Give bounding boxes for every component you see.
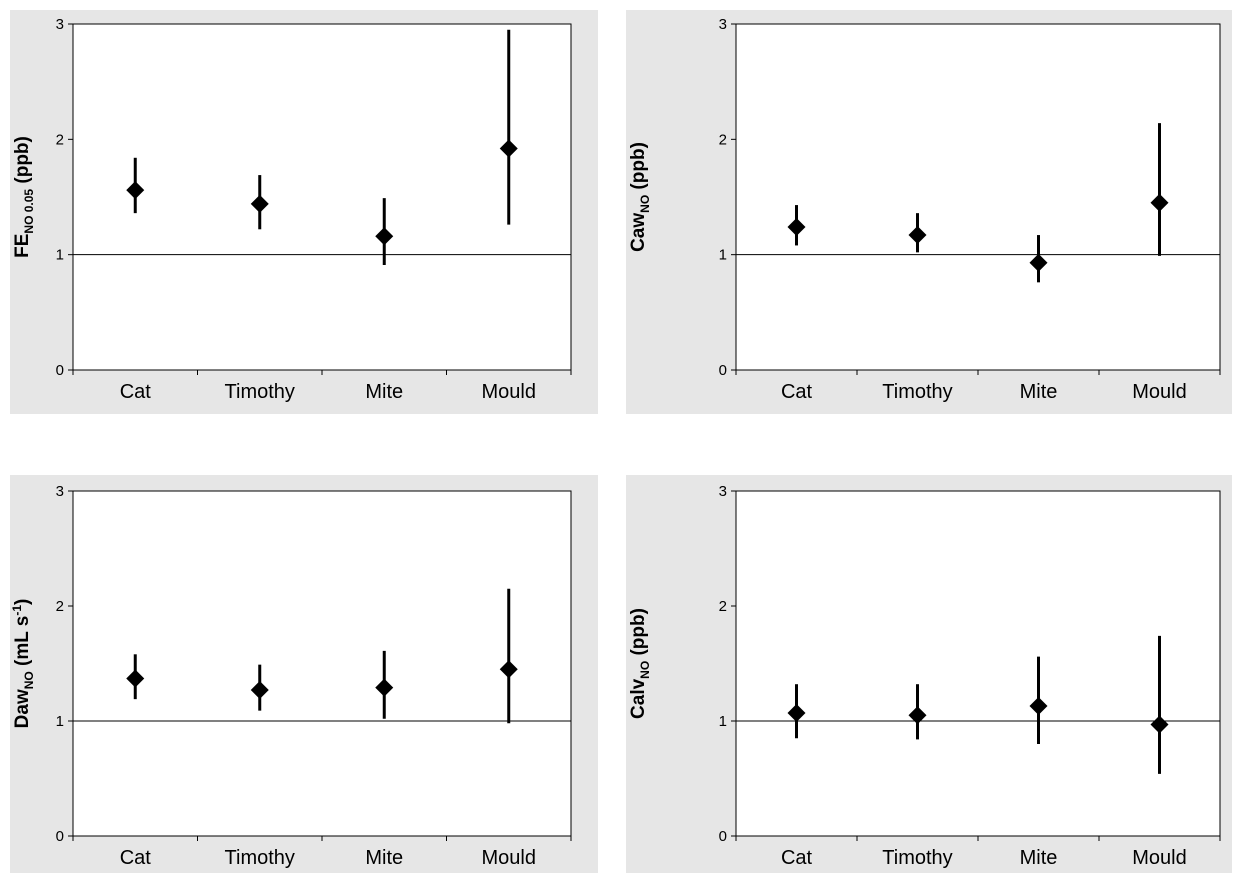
data-point [126,181,145,200]
data-point [1029,697,1048,716]
y-tick-label: 0 [719,828,727,845]
y-tick-label: 1 [56,713,64,730]
x-category-label: Mite [365,847,403,869]
x-category-label: Cat [781,847,813,869]
x-category-label: Cat [120,847,152,869]
chart-panel-daw-no: 0 1 2 3 Cat Timothy Mite Mould DawNO (mL s-1) [10,475,598,873]
data-point [787,217,806,236]
y-tick-label: 1 [719,713,727,730]
y-tick-label: 3 [56,483,64,500]
data-point [499,660,518,679]
y-tick-label: 2 [719,131,727,148]
chart-svg: 0 1 2 3 Cat Timothy Mite Mould CawNO (ppb) [628,16,1221,403]
x-category-label: Mite [1020,847,1058,869]
y-tick-label: 3 [719,483,727,500]
data-point [250,680,269,699]
x-category-label: Timothy [882,381,952,403]
y-tick-label: 0 [56,828,64,845]
data-point [126,669,145,688]
x-category-label: Timothy [225,847,295,869]
data-point [250,194,269,213]
data-point [499,139,518,158]
chart-panel-caw-no: 0 1 2 3 Cat Timothy Mite Mould CawNO (ppb) [626,10,1232,414]
data-point [1150,193,1169,212]
x-category-label: Mite [1020,381,1058,403]
y-axis-label: FENO 0.05 (ppb) [12,136,36,258]
y-tick-label: 3 [56,16,64,33]
y-axis-label: DawNO (mL s-1) [10,599,36,729]
x-category-label: Timothy [882,847,952,869]
x-category-label: Mite [365,381,403,403]
chart-svg: 0 1 2 3 Cat Timothy Mite Mould CalvNO (ppb) [628,483,1221,869]
data-point [787,703,806,722]
y-tick-label: 0 [56,362,64,379]
data-point [908,706,927,725]
x-category-label: Mould [1132,847,1186,869]
data-point [375,678,394,697]
x-category-label: Timothy [225,381,295,403]
y-tick-label: 0 [719,362,727,379]
chart-panel-calv-no: 0 1 2 3 Cat Timothy Mite Mould CalvNO (ppb) [626,475,1232,873]
plot-area [735,23,1221,371]
plot-area [72,490,572,837]
y-tick-label: 2 [56,131,64,148]
x-category-label: Cat [781,381,813,403]
data-point [908,226,927,245]
plot-area [72,23,572,371]
chart-svg: 0 1 2 3 Cat Timothy Mite Mould FENO 0.05 (ppb) [12,16,572,403]
x-category-label: Mould [482,847,536,869]
y-tick-label: 1 [56,247,64,264]
y-tick-label: 2 [56,598,64,615]
chart-panel-fe-no: 0 1 2 3 Cat Timothy Mite Mould FENO 0.05 (ppb) [10,10,598,414]
plot-area [735,490,1221,837]
y-tick-label: 2 [719,598,727,615]
y-axis-label: CawNO (ppb) [628,142,652,252]
x-category-label: Mould [1132,381,1186,403]
data-point [1150,715,1169,734]
data-point [375,227,394,246]
y-tick-label: 3 [719,16,727,33]
x-category-label: Mould [482,381,536,403]
y-axis-label: CalvNO (ppb) [628,608,652,719]
y-tick-label: 1 [719,247,727,264]
chart-svg: 0 1 2 3 Cat Timothy Mite Mould DawNO (mL s-1) [10,483,572,869]
x-category-label: Cat [120,381,152,403]
